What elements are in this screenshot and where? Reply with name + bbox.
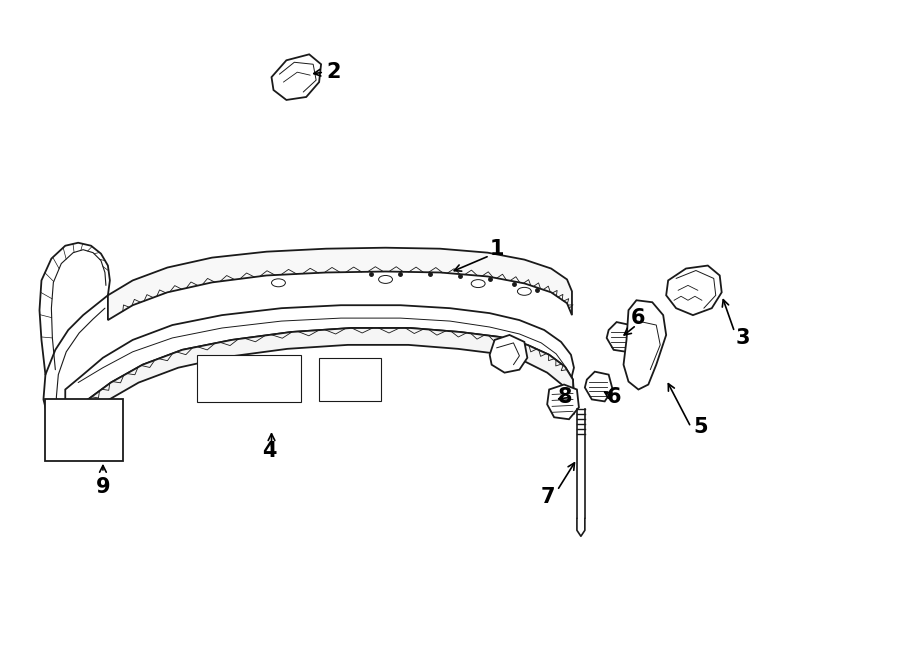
Polygon shape — [607, 322, 634, 352]
Polygon shape — [108, 248, 572, 320]
Polygon shape — [585, 371, 613, 401]
Ellipse shape — [518, 288, 531, 295]
Polygon shape — [272, 54, 321, 100]
Polygon shape — [624, 300, 666, 389]
Text: 5: 5 — [693, 417, 707, 437]
Text: 1: 1 — [490, 239, 504, 258]
Polygon shape — [666, 266, 722, 315]
Text: 7: 7 — [541, 486, 555, 506]
Bar — [320, 358, 381, 401]
Text: 3: 3 — [735, 328, 750, 348]
Text: 2: 2 — [326, 62, 340, 82]
Polygon shape — [490, 335, 527, 373]
Text: 6: 6 — [631, 308, 645, 328]
Polygon shape — [66, 305, 574, 414]
Ellipse shape — [379, 276, 392, 284]
Text: 6: 6 — [607, 387, 621, 407]
Text: 9: 9 — [95, 477, 111, 497]
Polygon shape — [58, 328, 574, 434]
Polygon shape — [547, 385, 579, 419]
Text: 8: 8 — [557, 387, 572, 407]
Bar — [197, 355, 302, 403]
Ellipse shape — [472, 280, 485, 288]
Ellipse shape — [272, 279, 285, 287]
Text: 4: 4 — [262, 441, 277, 461]
Bar — [45, 399, 122, 461]
